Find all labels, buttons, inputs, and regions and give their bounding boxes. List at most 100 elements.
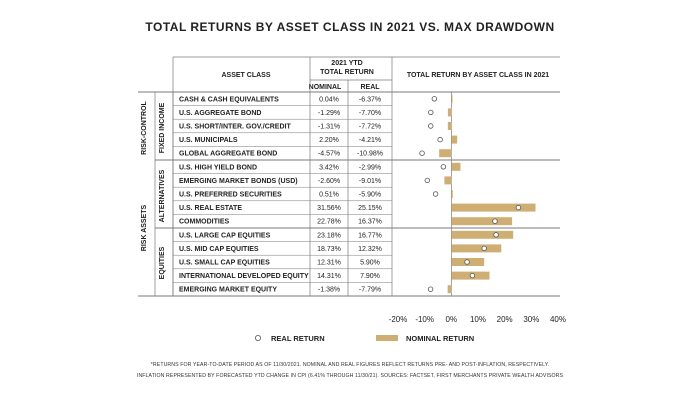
nominal-bar [451,190,453,198]
real-return-dot [464,259,470,265]
nominal-bar [447,285,452,294]
group-equities: EQUITIES [159,246,166,279]
nominal-value: 23.18% [317,232,341,239]
x-tick-label: 20% [497,315,513,324]
group-alternatives: ALTERNATIVES [159,169,166,222]
real-return-dot [432,191,439,197]
nominal-bar [451,135,458,144]
x-tick-label: 10% [470,315,486,324]
x-tick-label: -10% [415,315,434,324]
nominal-bar [447,108,452,117]
nominal-bar [447,122,452,130]
row-label: CASH & CASH EQUIVALENTS [179,96,279,103]
nominal-bar [451,162,461,171]
nominal-value: 0.51% [319,192,339,199]
nominal-bar [451,203,536,212]
real-value: 5.90% [360,260,380,267]
row-label: EMERGING MARKET EQUITY [179,287,277,294]
row-label: U.S. SHORT/INTER. GOV./CREDIT [179,124,291,131]
header-ytd-line2: TOTAL RETURN [320,69,374,76]
real-value: -5.90% [359,192,381,199]
nominal-bar [439,149,452,158]
row-label: U.S. REAL ESTATE [179,205,242,212]
real-value: -7.72% [359,124,381,131]
nominal-bar [451,217,513,226]
legend-nominal-label: NOMINAL RETURN [406,334,474,343]
nominal-value: -1.38% [318,287,340,294]
row-label: INTERNATIONAL DEVELOPED EQUITY [179,273,309,280]
real-value: -7.70% [359,110,381,117]
real-value: -10.98% [357,151,383,158]
row-label: U.S. HIGH YIELD BOND [179,164,257,171]
real-return-dot [492,218,498,224]
real-return-dot [437,136,443,143]
x-tick-label: 30% [523,315,539,324]
nominal-value: -2.60% [318,178,340,185]
real-return-dot [428,109,434,116]
group-risk-assets: RISK ASSETS [141,204,148,251]
nominal-value: 12.31% [317,260,341,267]
nominal-value: -1.31% [318,124,340,131]
header-chart: TOTAL RETURN BY ASSET CLASS IN 2021 [407,72,549,79]
nominal-value: 14.31% [317,273,341,280]
nominal-value: 22.78% [317,219,341,226]
real-value: -7.79% [359,287,381,294]
nominal-value: 3.42% [319,164,339,171]
header-nominal: NOMINAL [309,84,342,91]
legend-real-label: REAL RETURN [271,334,325,343]
footnote-line2: INFLATION REPRESENTED BY FORECASTED YTD … [136,373,564,379]
nominal-bar [451,94,453,103]
real-return-dot [424,177,431,184]
real-value: 25.15% [358,205,382,212]
row-label: U.S. MID CAP EQUITIES [179,246,259,253]
row-label: U.S. AGGREGATE BOND [179,110,261,117]
chart-title: TOTAL RETURNS BY ASSET CLASS IN 2021 VS.… [145,20,555,34]
real-return-dot [428,123,434,129]
row-label: U.S. LARGE CAP EQUITIES [179,232,271,239]
x-tick-label: 40% [550,315,566,324]
row-label: COMMODITIES [179,219,229,226]
real-value: -4.21% [359,137,381,144]
nominal-value: 31.56% [317,205,341,212]
row-label: U.S. MUNICIPALS [179,137,238,144]
row-label: GLOBAL AGGREGATE BOND [179,151,277,158]
x-tick-label: 0% [446,315,458,324]
real-value: 16.37% [358,219,382,226]
real-value: 7.90% [360,273,380,280]
real-value: 16.77% [358,232,382,239]
nominal-value: 0.04% [319,96,339,103]
nominal-value: 18.73% [317,246,341,253]
header-asset-class: ASSET CLASS [221,72,270,79]
nominal-value: -1.29% [318,110,340,117]
nominal-value: -4.57% [318,151,340,158]
real-value: 12.32% [358,246,382,253]
row-label: U.S. PREFERRED SECURITIES [179,192,282,199]
real-value: -2.99% [359,164,381,171]
footnote-line1: *RETURNS FOR YEAR-TO-DATE PERIOD AS OF 1… [150,362,550,368]
real-return-dot [440,164,447,170]
group-fixed-income: FIXED INCOME [159,102,166,153]
nominal-bar [444,176,452,185]
header-real: REAL [360,84,380,91]
legend-nominal-marker [376,335,398,341]
row-label: EMERGING MARKET BONDS (USD) [179,178,298,185]
real-return-dot [481,245,487,252]
legend-real-marker [254,334,261,341]
header-ytd-line1: 2021 YTD [331,60,362,67]
chart-body: CASH & CASH EQUIVALENTS 0.04% -6.37% U.S. A… [138,56,566,324]
nominal-bar [451,244,502,253]
real-return-dot [427,286,434,292]
nominal-value: 2.20% [319,137,339,144]
real-return-dot [419,150,425,156]
nominal-bar [451,230,514,239]
real-return-dot [431,96,438,102]
real-return-dot [493,232,499,238]
real-return-dot [515,204,522,211]
x-tick-label: -20% [389,315,408,324]
group-risk-control: RISK-CONTROL [141,100,148,154]
real-return-dot [469,272,476,279]
row-label: U.S. SMALL CAP EQUITIES [179,260,270,267]
real-value: -6.37% [359,96,381,103]
real-value: -9.01% [359,178,381,185]
